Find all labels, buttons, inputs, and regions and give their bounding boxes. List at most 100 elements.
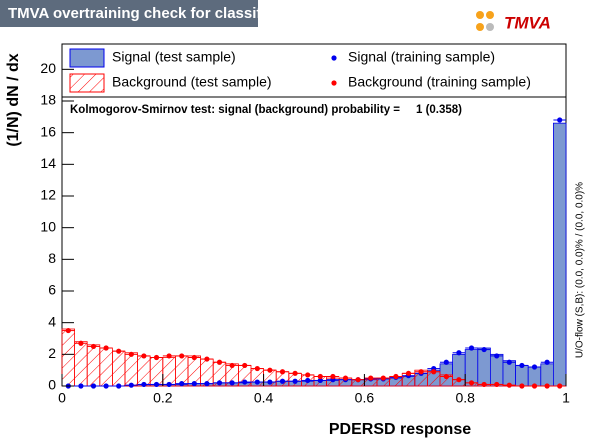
point (317, 377, 323, 384)
point (128, 382, 134, 388)
point (216, 359, 223, 365)
legend-symbol (331, 80, 337, 86)
point (191, 381, 197, 387)
bar (137, 355, 151, 387)
point (166, 381, 172, 388)
bar (553, 122, 567, 387)
point (531, 364, 538, 370)
x-tick-label: 1 (562, 390, 570, 406)
point (481, 381, 487, 388)
bar (124, 352, 138, 387)
point (418, 369, 424, 375)
point (116, 383, 122, 389)
bar (489, 353, 504, 387)
point (166, 353, 172, 359)
x-axis-label: PDERSD response (329, 421, 471, 438)
legend-label: Background (training sample) (348, 74, 531, 90)
x-tick-label: 0 (58, 390, 66, 406)
bar (74, 341, 88, 387)
point (179, 353, 185, 359)
bar (112, 350, 126, 387)
point (216, 380, 223, 386)
point (468, 380, 475, 386)
point (506, 382, 512, 388)
point (191, 354, 197, 361)
point (141, 353, 147, 359)
point (204, 381, 210, 387)
point (405, 370, 412, 376)
point (519, 383, 525, 389)
point (279, 369, 286, 375)
point (78, 383, 84, 389)
point (90, 343, 97, 350)
bar (149, 357, 164, 387)
point (242, 362, 248, 369)
y-axis-label: (1/N) dN / dx (5, 53, 22, 146)
point (90, 383, 97, 389)
point (103, 383, 109, 389)
plot-frame (61, 43, 567, 387)
point (229, 380, 235, 386)
bar (527, 366, 542, 387)
point (292, 378, 298, 384)
y-tick-label: 20 (40, 60, 56, 76)
point (254, 379, 260, 385)
logo: TMVA (476, 11, 551, 32)
point (330, 373, 336, 380)
bar (515, 365, 529, 387)
y-tick-label: 2 (48, 345, 56, 361)
logo-text: TMVA (504, 13, 551, 32)
point (141, 381, 147, 388)
point (342, 375, 349, 381)
bar (477, 347, 491, 387)
point (179, 381, 185, 387)
point (116, 348, 122, 354)
point (494, 353, 500, 359)
point (456, 350, 462, 356)
point (153, 381, 160, 388)
point (557, 383, 563, 389)
point (519, 362, 525, 369)
point (128, 351, 134, 357)
bar (540, 363, 554, 387)
point (380, 375, 386, 381)
y-tick-label: 0 (48, 377, 56, 393)
point (229, 362, 235, 369)
point (456, 377, 462, 383)
point (468, 345, 475, 351)
point (103, 345, 109, 351)
legend-label: Background (test sample) (112, 74, 272, 90)
legend (61, 43, 567, 98)
legend-label: Signal (test sample) (112, 49, 236, 65)
x-tick-label: 0.8 (455, 390, 475, 406)
legend-symbol (331, 55, 337, 61)
point (65, 327, 71, 334)
y-tick-label: 4 (48, 313, 56, 329)
point (242, 379, 248, 385)
point (355, 377, 361, 383)
legend-label: Signal (training sample) (348, 49, 495, 65)
point (443, 373, 449, 380)
ks-annotation: Kolmogorov-Smirnov test: signal (backgro… (70, 104, 462, 116)
y-tick-label: 12 (40, 187, 56, 203)
x-tick-label: 0.6 (355, 390, 375, 406)
point (254, 365, 260, 372)
x-tick-label: 0.4 (254, 390, 274, 406)
x-tick-label: 0.2 (153, 390, 173, 406)
bar (162, 357, 176, 387)
point (494, 381, 500, 388)
y-tick-label: 14 (40, 155, 56, 171)
point (368, 375, 374, 381)
point (305, 372, 311, 378)
point (204, 356, 210, 362)
overflow-note: U/O-flow (S,B): (0.0, 0.0)% / (0.0, 0.0)… (575, 182, 586, 358)
bar (86, 344, 101, 387)
point (544, 383, 550, 389)
y-tick-label: 16 (40, 123, 56, 139)
point (292, 370, 298, 376)
point (393, 373, 399, 380)
point (267, 367, 273, 373)
point (544, 359, 550, 365)
point (305, 377, 311, 384)
